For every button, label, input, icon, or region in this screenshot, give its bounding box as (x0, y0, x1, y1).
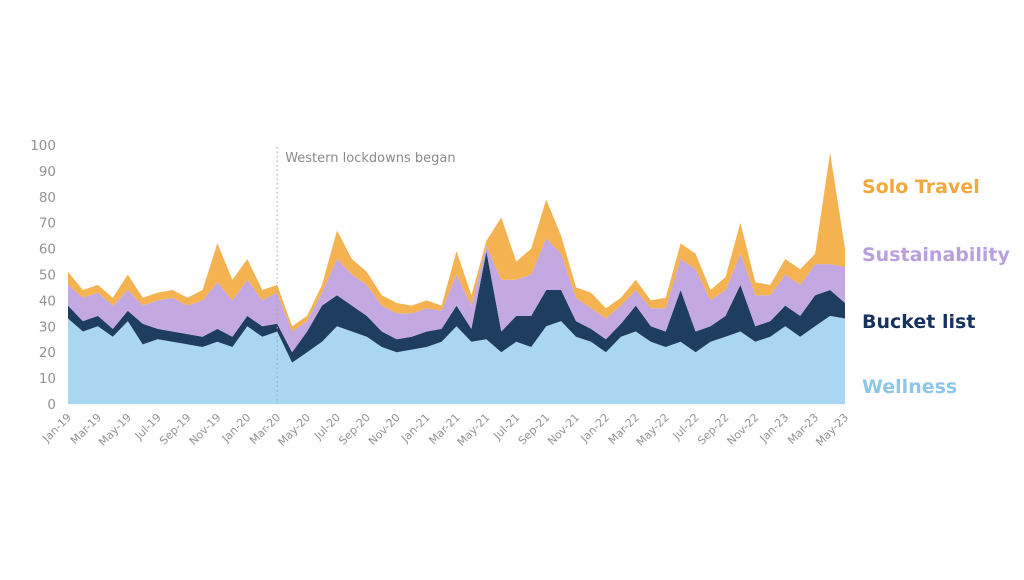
y-tick-label: 60 (39, 242, 56, 258)
y-tick-label: 30 (39, 319, 56, 335)
y-tick-label: 10 (39, 371, 56, 387)
x-tick-label: May-19 (96, 411, 134, 449)
x-tick-label: May-22 (634, 411, 672, 449)
legend-wellness: Wellness (862, 376, 958, 398)
x-tick-label: Jan-20 (219, 411, 254, 446)
y-tick-label: 90 (39, 164, 56, 180)
legend-solo-travel: Solo Travel (862, 176, 980, 198)
legend-sustainability: Sustainability (862, 244, 1010, 266)
x-tick-label: Jan-23 (757, 411, 792, 446)
y-tick-label: 20 (39, 345, 56, 361)
x-tick-label: May-23 (813, 411, 851, 449)
y-tick-label: 40 (39, 293, 56, 309)
x-tick-label: Jan-22 (577, 411, 612, 446)
x-tick-label: Jan-19 (40, 411, 75, 446)
x-tick-label: Sep-22 (695, 411, 732, 448)
x-tick-label: Jan-21 (398, 411, 433, 446)
y-tick-label: 100 (30, 138, 56, 154)
area-sustainability (68, 238, 845, 353)
x-tick-label: Nov-19 (187, 411, 224, 448)
y-tick-label: 70 (39, 216, 56, 232)
x-tick-label: Nov-20 (366, 411, 403, 448)
y-tick-label: 0 (47, 397, 56, 413)
x-tick-label: Nov-21 (545, 411, 582, 448)
legend-bucket-list: Bucket list (862, 311, 976, 333)
y-tick-label: 80 (39, 190, 56, 206)
area-wellness (68, 315, 845, 404)
area-bucket-list (68, 251, 845, 363)
x-tick-label: Nov-22 (725, 411, 762, 448)
x-tick-label: May-21 (455, 411, 493, 449)
lockdown-annotation-label: Western lockdowns began (285, 151, 456, 166)
y-tick-label: 50 (39, 268, 56, 284)
x-tick-label: May-20 (275, 411, 313, 449)
x-tick-label: Sep-20 (336, 411, 373, 448)
x-tick-label: Sep-19 (157, 411, 194, 448)
x-tick-label: Sep-21 (516, 411, 553, 448)
